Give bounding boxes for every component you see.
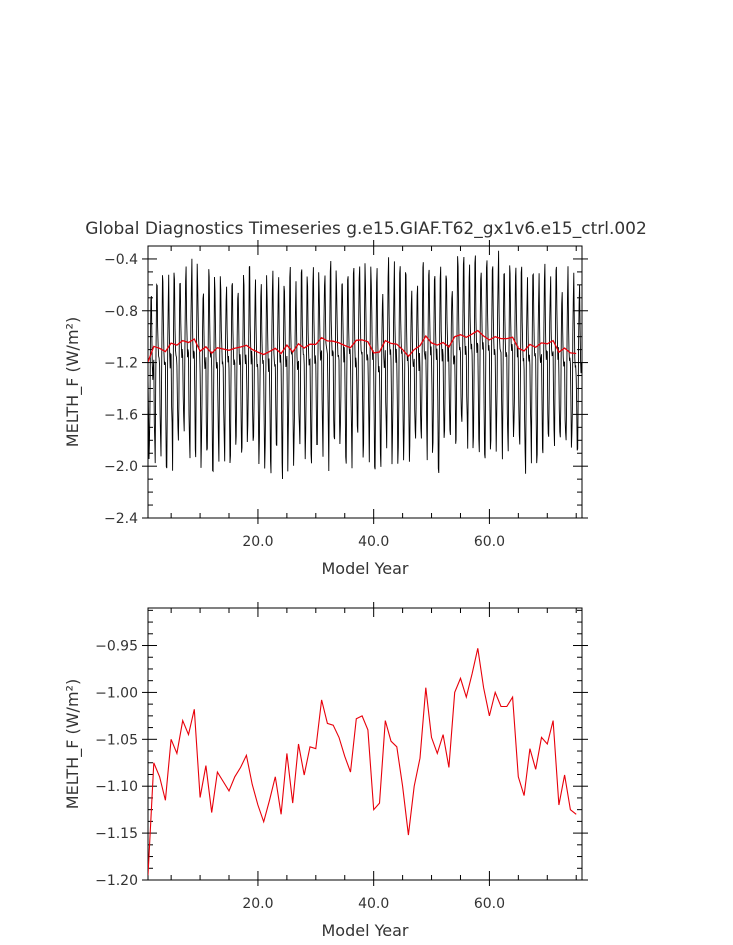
y-tick-label: −1.05 bbox=[95, 732, 138, 748]
x-axis-label: Model Year bbox=[322, 559, 409, 578]
x-tick-label: 40.0 bbox=[358, 896, 389, 912]
y-tick-label: −2.4 bbox=[104, 511, 138, 527]
bottom-panel: 20.0 40.0 60.0 −1.20 −1.15 −1.10 −1.05 −1.00 −0.… bbox=[63, 602, 588, 940]
x-tick-label: 20.0 bbox=[242, 896, 273, 912]
y-tick-label: −0.8 bbox=[104, 304, 138, 320]
y-tick-label: −1.15 bbox=[95, 826, 138, 842]
y-tick-label: −1.2 bbox=[104, 356, 138, 372]
y-tick-label: −1.00 bbox=[95, 685, 138, 701]
chart-title: Global Diagnostics Timeseries g.e15.GIAF… bbox=[85, 219, 647, 239]
y-axis-label: MELTH_F (W/m²) bbox=[63, 317, 83, 447]
y-tick-label: −0.95 bbox=[95, 639, 138, 655]
x-tick-label: 60.0 bbox=[474, 896, 505, 912]
y-axis-label: MELTH_F (W/m²) bbox=[63, 679, 83, 809]
y-tick-label: −2.0 bbox=[104, 459, 138, 475]
x-tick-label: 20.0 bbox=[242, 534, 273, 550]
y-tick-label: −0.4 bbox=[104, 252, 138, 268]
x-tick-label: 60.0 bbox=[474, 534, 505, 550]
x-axis-label: Model Year bbox=[322, 921, 409, 940]
top-panel: 20.0 40.0 60.0 −2.4 −2.0 −1.6 −1.2 −0.8 −0.4 Mode… bbox=[63, 240, 588, 578]
annual-mean-series-line bbox=[148, 329, 577, 363]
y-tick-label: −1.6 bbox=[104, 407, 138, 423]
plot-frame bbox=[147, 607, 583, 881]
y-tick-label: −1.10 bbox=[95, 779, 138, 795]
monthly-series-line bbox=[148, 250, 582, 480]
annual-mean-series-line bbox=[148, 648, 577, 876]
x-tick-label: 40.0 bbox=[358, 534, 389, 550]
y-tick-label: −1.20 bbox=[95, 873, 138, 889]
